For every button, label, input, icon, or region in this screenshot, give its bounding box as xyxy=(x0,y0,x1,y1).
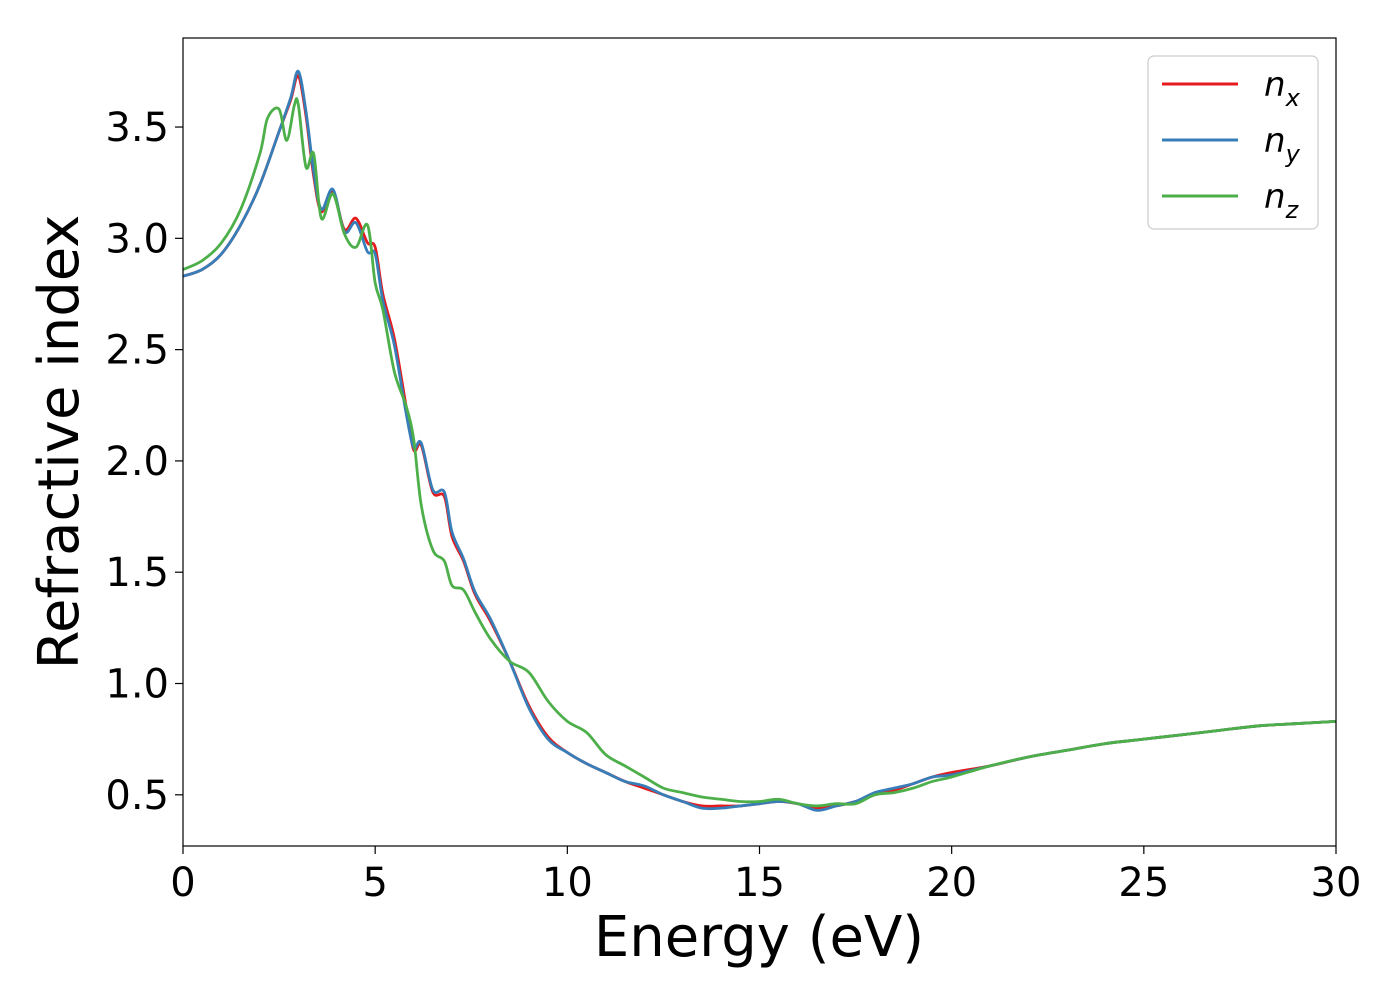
x-tick-label: 10 xyxy=(542,860,593,906)
series-line-n-z xyxy=(183,97,1336,808)
y-tick-label: 3.5 xyxy=(105,105,169,151)
legend-box xyxy=(1147,55,1319,230)
y-axis-label: Refractive index xyxy=(27,215,92,670)
y-tick-label: 3.0 xyxy=(105,216,169,262)
x-axis-ticks: 0 5 10 15 20 25 30 xyxy=(170,846,1361,906)
x-tick-label: 15 xyxy=(734,860,785,906)
x-tick-label: 0 xyxy=(170,860,195,906)
x-tick-label: 25 xyxy=(1118,860,1169,906)
x-tick-label: 30 xyxy=(1311,860,1362,906)
y-axis-ticks: 0.5 1.0 1.5 2.0 2.5 3.0 3.5 xyxy=(105,105,183,819)
y-tick-label: 1.0 xyxy=(105,662,169,708)
y-tick-label: 0.5 xyxy=(105,773,169,819)
x-axis-label: Energy (eV) xyxy=(594,905,924,970)
x-tick-label: 20 xyxy=(926,860,977,906)
y-tick-label: 1.5 xyxy=(105,550,169,596)
legend-label-n-z: nz xyxy=(1264,177,1300,224)
y-tick-label: 2.0 xyxy=(105,439,169,485)
series-line-n-y xyxy=(183,69,1336,812)
series-layer xyxy=(183,69,1336,812)
y-tick-label: 2.5 xyxy=(105,328,169,374)
x-tick-label: 5 xyxy=(362,860,387,906)
